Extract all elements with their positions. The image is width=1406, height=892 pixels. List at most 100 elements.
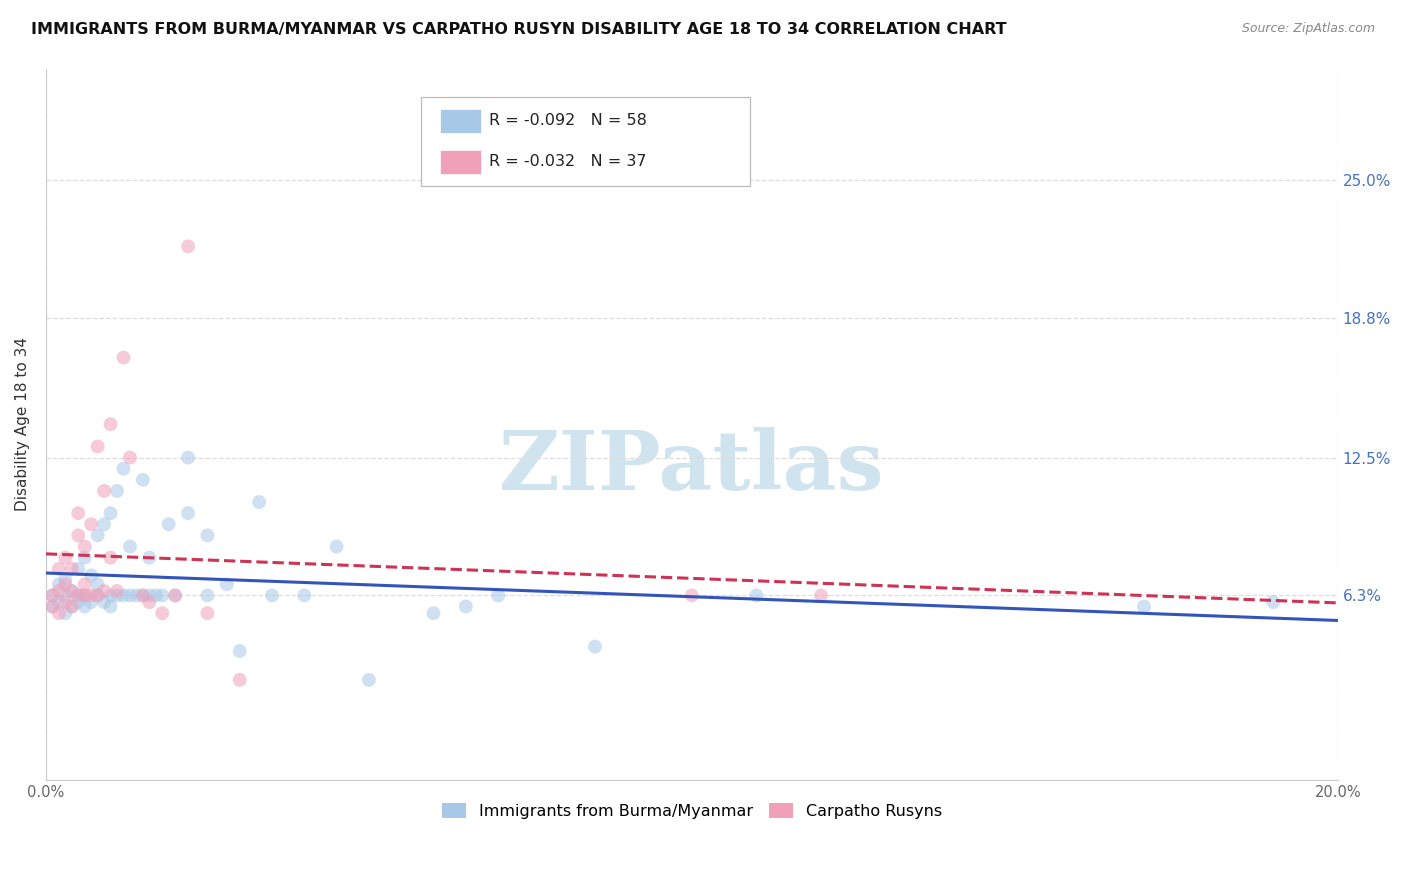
Point bbox=[150, 589, 173, 603]
Point bbox=[197, 606, 219, 620]
Point bbox=[53, 589, 76, 603]
Point bbox=[229, 644, 252, 658]
Point bbox=[157, 517, 180, 532]
Point bbox=[67, 595, 90, 609]
Point bbox=[67, 528, 90, 542]
Point bbox=[53, 550, 76, 565]
Point bbox=[48, 562, 70, 576]
Point bbox=[67, 506, 90, 520]
Point bbox=[80, 568, 103, 582]
Point bbox=[80, 595, 103, 609]
Point bbox=[105, 584, 128, 599]
Point bbox=[145, 589, 167, 603]
Point bbox=[177, 239, 200, 253]
Point bbox=[118, 540, 141, 554]
Point bbox=[118, 450, 141, 465]
Point bbox=[41, 589, 63, 603]
Point bbox=[80, 589, 103, 603]
Point bbox=[177, 506, 200, 520]
Point bbox=[41, 599, 63, 614]
Point bbox=[112, 351, 135, 365]
Point bbox=[48, 584, 70, 599]
Point bbox=[86, 589, 108, 603]
Point bbox=[60, 584, 83, 599]
Point bbox=[105, 483, 128, 498]
Point bbox=[67, 589, 90, 603]
Point bbox=[53, 595, 76, 609]
Point bbox=[41, 589, 63, 603]
FancyBboxPatch shape bbox=[440, 109, 481, 133]
Point bbox=[48, 577, 70, 591]
Point bbox=[112, 589, 135, 603]
Point bbox=[93, 517, 115, 532]
Point bbox=[165, 589, 187, 603]
Point bbox=[197, 589, 219, 603]
Point bbox=[93, 584, 115, 599]
Point bbox=[1263, 595, 1285, 609]
Point bbox=[357, 673, 380, 687]
Point bbox=[138, 550, 160, 565]
Point bbox=[100, 417, 122, 432]
Point bbox=[53, 573, 76, 587]
Point bbox=[105, 589, 128, 603]
Point bbox=[138, 595, 160, 609]
Text: ZIPatlas: ZIPatlas bbox=[499, 427, 884, 507]
Point bbox=[454, 599, 477, 614]
Point bbox=[177, 450, 200, 465]
Point bbox=[325, 540, 347, 554]
Point bbox=[229, 673, 252, 687]
Point bbox=[125, 589, 148, 603]
Point bbox=[112, 461, 135, 475]
Point bbox=[118, 589, 141, 603]
Point bbox=[132, 589, 155, 603]
Point bbox=[93, 595, 115, 609]
Point bbox=[48, 595, 70, 609]
Point bbox=[60, 599, 83, 614]
Point bbox=[48, 606, 70, 620]
Text: R = -0.032   N = 37: R = -0.032 N = 37 bbox=[489, 154, 647, 169]
Text: IMMIGRANTS FROM BURMA/MYANMAR VS CARPATHO RUSYN DISABILITY AGE 18 TO 34 CORRELAT: IMMIGRANTS FROM BURMA/MYANMAR VS CARPATH… bbox=[31, 22, 1007, 37]
Point bbox=[247, 495, 270, 509]
Point bbox=[73, 589, 96, 603]
Point bbox=[67, 562, 90, 576]
Point bbox=[260, 589, 283, 603]
Point bbox=[138, 589, 160, 603]
Point bbox=[681, 589, 703, 603]
Point bbox=[197, 528, 219, 542]
Y-axis label: Disability Age 18 to 34: Disability Age 18 to 34 bbox=[15, 337, 30, 511]
Point bbox=[100, 589, 122, 603]
Point bbox=[60, 562, 83, 576]
Point bbox=[292, 589, 315, 603]
Point bbox=[422, 606, 444, 620]
Point bbox=[150, 606, 173, 620]
Legend: Immigrants from Burma/Myanmar, Carpatho Rusyns: Immigrants from Burma/Myanmar, Carpatho … bbox=[436, 797, 948, 825]
Point bbox=[810, 589, 832, 603]
Point bbox=[745, 589, 768, 603]
Point bbox=[132, 473, 155, 487]
Point bbox=[583, 640, 606, 654]
Point bbox=[100, 506, 122, 520]
Point bbox=[215, 577, 238, 591]
Point bbox=[41, 599, 63, 614]
Point bbox=[86, 440, 108, 454]
Point bbox=[60, 599, 83, 614]
Point bbox=[53, 606, 76, 620]
Point bbox=[73, 550, 96, 565]
FancyBboxPatch shape bbox=[420, 97, 749, 186]
Point bbox=[67, 589, 90, 603]
Point bbox=[86, 589, 108, 603]
Point bbox=[86, 528, 108, 542]
Point bbox=[86, 577, 108, 591]
Point bbox=[486, 589, 509, 603]
Point bbox=[80, 517, 103, 532]
Point bbox=[132, 589, 155, 603]
Point bbox=[53, 577, 76, 591]
Point bbox=[100, 550, 122, 565]
Point bbox=[93, 483, 115, 498]
Point bbox=[1133, 599, 1156, 614]
Text: R = -0.092   N = 58: R = -0.092 N = 58 bbox=[489, 113, 647, 128]
FancyBboxPatch shape bbox=[440, 150, 481, 174]
Point bbox=[73, 577, 96, 591]
Point bbox=[73, 589, 96, 603]
Point bbox=[73, 540, 96, 554]
